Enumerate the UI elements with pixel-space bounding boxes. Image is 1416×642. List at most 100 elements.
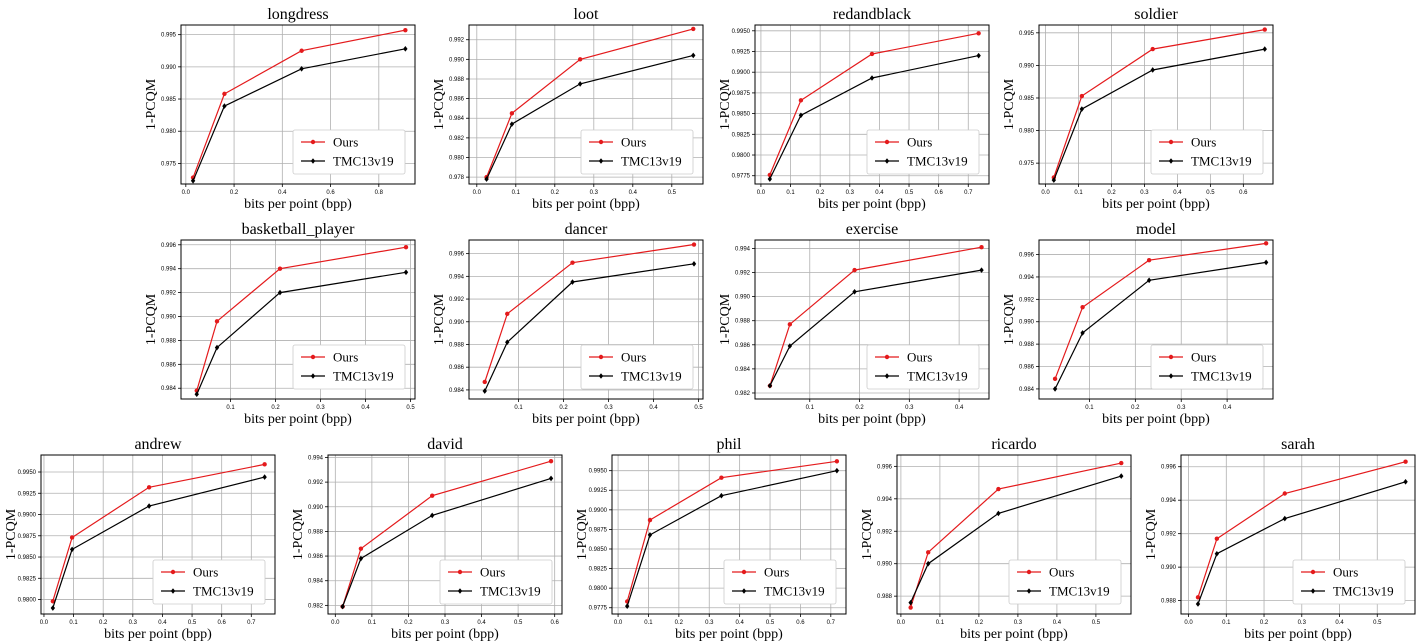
x-tick-label: 0.4 [1335, 620, 1344, 626]
data-point-tmc13v19 [50, 605, 56, 611]
y-tick-label: 0.994 [308, 455, 324, 461]
data-point-ours [222, 91, 227, 97]
x-tick-label: 0.0 [897, 620, 906, 626]
y-tick-label: 0.990 [161, 65, 177, 71]
series-line-ours [769, 246, 982, 386]
x-tick-label: 0.2 [271, 405, 280, 411]
y-tick-label: 0.9925 [18, 491, 37, 497]
series-line-ours [484, 243, 695, 383]
y-tick-label: 0.9825 [589, 567, 608, 573]
legend-label: Ours [480, 565, 505, 580]
y-tick-label: 0.990 [449, 320, 465, 326]
x-tick-label: 0.0 [757, 190, 766, 196]
y-tick-label: 0.9800 [732, 153, 751, 159]
y-tick-label: 0.996 [161, 243, 177, 249]
legend: Ours TMC13v19 [723, 559, 837, 605]
y-tick-label: 0.992 [161, 291, 177, 297]
data-point-ours [908, 605, 913, 610]
y-tick-label: 0.984 [449, 116, 465, 122]
y-tick-label: 0.9850 [732, 112, 751, 118]
x-tick-label: 0.5 [1206, 190, 1215, 196]
data-point-tmc13v19 [719, 492, 724, 499]
subplot-andrew: 0.0 0.1 0.2 0.3 0.4 0.5 0.6 0.7 0.9800 0.9825 0.98… [4, 436, 276, 642]
x-axis-label: bits per point (bpp) [104, 627, 212, 642]
legend-marker [1168, 139, 1174, 145]
series-line-ours [1197, 461, 1406, 598]
x-tick-label: 0.3 [1177, 405, 1186, 411]
y-tick-label: 0.996 [877, 464, 893, 470]
data-point-ours [834, 459, 840, 464]
data-point-tmc13v19 [647, 532, 653, 538]
x-tick-label: 0.3 [590, 190, 599, 196]
data-point-ours [691, 242, 697, 247]
legend-box [439, 559, 553, 605]
y-tick-label: 0.996 [449, 252, 465, 258]
data-point-tmc13v19 [430, 512, 435, 519]
x-tick-label: 0.4 [735, 620, 744, 626]
data-point-tmc13v19 [1079, 106, 1085, 112]
y-tick-label: 0.994 [1019, 275, 1035, 281]
y-tick-label: 0.9800 [18, 598, 37, 604]
y-tick-label: 0.994 [735, 246, 751, 252]
y-tick-label: 0.9875 [732, 91, 751, 97]
subplot-david: 0.0 0.1 0.2 0.3 0.4 0.5 0.6 0.982 0.984 0.986 0.98… [291, 436, 563, 642]
data-point-ours [691, 26, 696, 32]
x-tick-label: 0.6 [218, 620, 227, 626]
data-point-ours [146, 485, 152, 490]
subplot-sarah: 0.0 0.1 0.2 0.3 0.4 0.5 0.988 0.990 0.992 0.994 0.… [1144, 436, 1416, 642]
y-tick-label: 0.985 [161, 97, 177, 103]
plot-frame [40, 454, 276, 615]
legend-marker [598, 354, 604, 360]
legend-marker [457, 569, 463, 575]
series-line-ours [1053, 29, 1265, 178]
x-tick-label: 0.0 [1041, 190, 1050, 196]
chart-title: sarah [1281, 436, 1315, 453]
data-point-ours [577, 57, 583, 62]
x-tick-label: 0.6 [551, 620, 560, 626]
x-axis-label: bits per point (bpp) [675, 627, 783, 642]
data-point-ours [509, 111, 515, 116]
y-tick-label: 0.975 [1019, 161, 1035, 167]
plot-frame [896, 454, 1132, 615]
x-tick-label: 0.0 [473, 190, 482, 196]
data-point-tmc13v19 [1051, 177, 1057, 183]
chart-title: model [1136, 221, 1177, 238]
y-tick-label: 0.988 [877, 594, 893, 600]
y-tick-label: 0.9900 [18, 513, 37, 519]
x-axis-label: bits per point (bpp) [532, 197, 640, 212]
y-tick-label: 0.982 [449, 136, 465, 142]
x-tick-label: 0.5 [188, 620, 197, 626]
legend-box [1150, 129, 1264, 175]
x-tick-label: 0.2 [675, 620, 684, 626]
y-tick-label: 0.984 [735, 367, 751, 373]
x-tick-label: 0.1 [786, 190, 795, 196]
y-tick-label: 0.992 [449, 38, 465, 44]
legend-marker [310, 139, 316, 145]
data-point-ours [69, 535, 75, 540]
y-tick-label: 0.990 [1019, 63, 1035, 69]
x-tick-label: 0.0 [331, 620, 340, 626]
legend-label: Ours [764, 565, 789, 580]
y-axis-label: 1-PCQM [718, 293, 733, 345]
x-axis-label: bits per point (bpp) [532, 412, 640, 427]
y-tick-label: 0.992 [308, 480, 324, 486]
data-point-ours [403, 244, 409, 250]
legend: Ours TMC13v19 [1150, 344, 1264, 390]
subplot-longdress: 0.0 0.2 0.4 0.6 0.8 0.975 0.980 0.985 0.990 0.995… [144, 6, 416, 212]
x-axis-label: bits per point (bpp) [960, 627, 1068, 642]
data-point-ours [1080, 304, 1085, 310]
y-axis-label: 1-PCQM [432, 293, 447, 345]
data-point-tmc13v19 [277, 289, 283, 296]
x-tick-label: 0.4 [278, 190, 287, 196]
x-tick-label: 0.3 [1014, 620, 1023, 626]
y-tick-label: 0.9925 [589, 488, 608, 494]
x-axis-label: bits per point (bpp) [1102, 197, 1210, 212]
legend: Ours TMC13v19 [580, 344, 694, 390]
y-tick-label: 0.986 [735, 343, 751, 349]
x-tick-label: 0.0 [40, 620, 49, 626]
chart-title: ricardo [991, 436, 1036, 453]
y-axis-label: 1-PCQM [144, 293, 159, 345]
plot-frame [1038, 239, 1274, 400]
legend-box [866, 129, 980, 175]
legend-marker [884, 373, 890, 379]
